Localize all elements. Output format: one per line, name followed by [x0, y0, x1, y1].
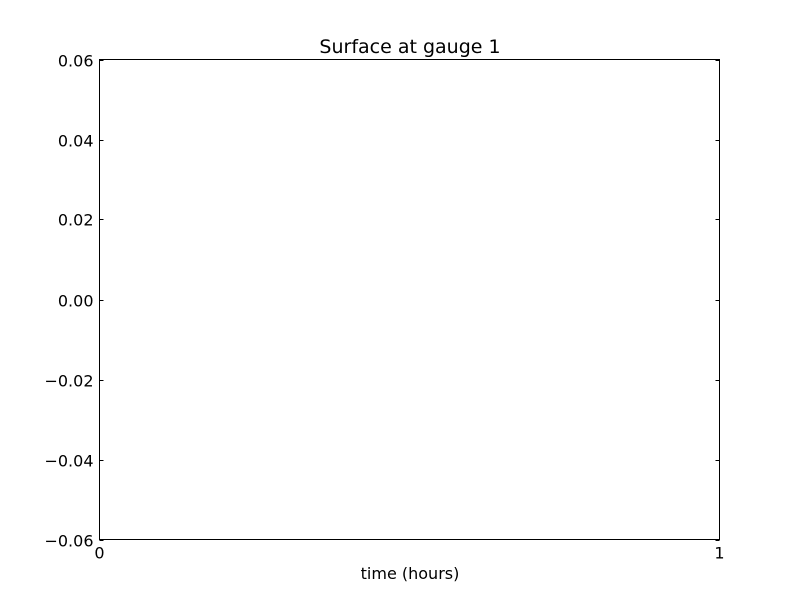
x-tick-label: 1: [714, 544, 724, 563]
y-tick-label: 0.06: [58, 52, 94, 71]
y-tick-label: 0.00: [58, 292, 94, 311]
y-tick-label: 0.02: [58, 211, 94, 230]
plot-area: [99, 59, 720, 540]
x-axis-label: time (hours): [361, 564, 460, 583]
y-tick-label: −0.06: [44, 532, 93, 551]
chart-title: Surface at gauge 1: [319, 36, 500, 58]
y-tick-label: −0.02: [44, 372, 93, 391]
y-axis-ticks: 0.06 0.04 0.02 0.00 −0.02 −0.04 −0.06: [44, 52, 720, 551]
x-tick-label: 0: [94, 544, 104, 563]
y-tick-label: −0.04: [44, 452, 93, 471]
y-tick-label: 0.04: [58, 132, 94, 151]
